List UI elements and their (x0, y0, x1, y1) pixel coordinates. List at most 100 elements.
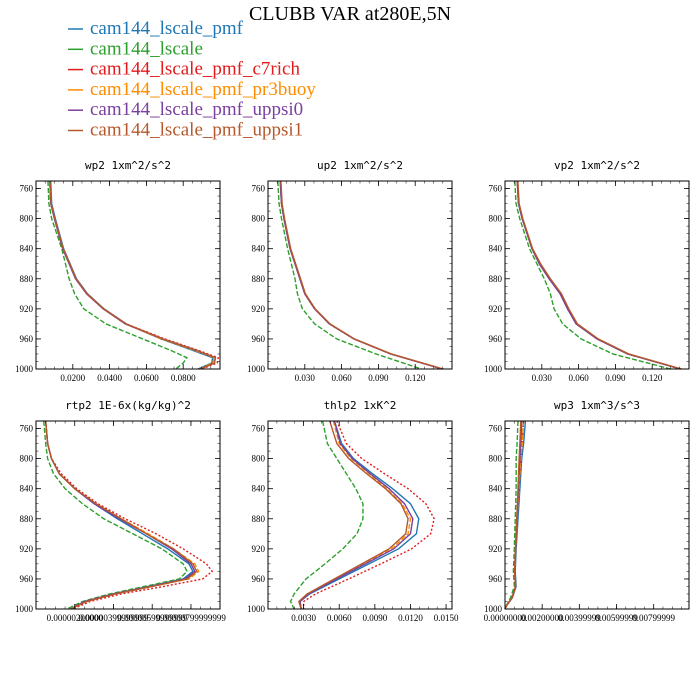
y-tick-label: 880 (489, 274, 503, 284)
panel-title: wp2 1xm^2/s^2 (85, 159, 171, 172)
legend-item: cam144_lscale_pmf_uppsi1 (68, 120, 303, 141)
x-tick-label: 0.00000000 (484, 613, 527, 623)
y-tick-label: 840 (489, 244, 503, 254)
panel-5: thlp2 1xK^2 760 800 840 880 920 960 1000 0.0030 0… (247, 399, 459, 623)
series-line (279, 180, 443, 370)
series-line (289, 420, 364, 610)
y-tick-label: 760 (252, 184, 266, 194)
legend-item: cam144_lscale (68, 38, 203, 59)
legend-label: cam144_lscale_pmf (90, 18, 244, 39)
x-tick-label: 0.030 (295, 373, 316, 383)
x-tick-label: 0.120 (405, 373, 426, 383)
x-tick-label: 0.00000399999999 (79, 613, 149, 623)
y-tick-label: 960 (20, 574, 34, 584)
x-tick-label: 0.0150 (434, 613, 459, 623)
x-tick-label: 0.090 (605, 373, 626, 383)
panel-2: up2 1xm^2/s^2 760 800 840 880 920 960 1000 0.030… (247, 159, 453, 383)
x-tick-label: 0.120 (642, 373, 663, 383)
legend-label: cam144_lscale_pmf_uppsi0 (90, 99, 303, 120)
y-tick-label: 960 (252, 334, 266, 344)
x-tick-label: 0.00599999 (595, 613, 638, 623)
panel-4: rtp2 1E-6x(kg/kg)^2 760 800 840 880 920 960 100… (15, 399, 226, 623)
y-tick-label: 1000 (247, 604, 266, 614)
panel-3: vp2 1xm^2/s^2 760 800 840 880 920 960 1000 0.030… (484, 159, 690, 383)
figure-title: CLUBB VAR at280E,5N (249, 3, 451, 25)
x-tick-label: 0.00000599999999 (117, 613, 187, 623)
series-line (43, 420, 188, 610)
series-line (299, 420, 414, 610)
y-tick-label: 920 (489, 304, 503, 314)
y-tick-label: 760 (20, 184, 34, 194)
y-tick-label: 800 (252, 454, 266, 464)
x-tick-label: 0.00200000 (521, 613, 564, 623)
y-tick-label: 840 (489, 484, 503, 494)
x-tick-label: 0.0090 (362, 613, 387, 623)
series-line (514, 180, 671, 370)
x-tick-label: 0.00799999 (632, 613, 675, 623)
series-line (279, 180, 443, 370)
y-tick-label: 960 (489, 334, 503, 344)
plot-frame (504, 420, 690, 610)
y-tick-label: 760 (20, 424, 34, 434)
legend: cam144_lscale_pmfcam144_lscalecam144_lsc… (68, 18, 316, 141)
x-tick-label: 0.0800 (171, 373, 196, 383)
x-tick-label: 0.0120 (398, 613, 423, 623)
y-tick-label: 960 (20, 334, 34, 344)
series-line (49, 180, 217, 370)
x-tick-label: 0.00000799999999 (156, 613, 226, 623)
y-tick-label: 1000 (15, 604, 34, 614)
y-tick-label: 960 (252, 574, 266, 584)
y-tick-label: 760 (489, 184, 503, 194)
x-tick-label: 0.0060 (327, 613, 352, 623)
y-tick-label: 880 (252, 514, 266, 524)
plot-frame (35, 180, 221, 370)
series-line (298, 420, 412, 610)
series-line (44, 420, 214, 610)
panel-title: thlp2 1xK^2 (324, 399, 397, 412)
plot-frame (267, 420, 453, 610)
y-tick-label: 880 (20, 274, 34, 284)
series-line (517, 180, 682, 370)
series-line (49, 180, 219, 370)
panel-6: wp3 1xm^3/s^3 760 800 840 880 920 960 10000.000… (484, 399, 690, 623)
panel-1: wp2 1xm^2/s^2 760 800 840 880 920 960 1000 0.020… (15, 159, 221, 383)
y-tick-label: 800 (20, 214, 34, 224)
legend-label: cam144_lscale_pmf_c7rich (90, 59, 300, 80)
series-line (279, 180, 443, 370)
y-tick-label: 1000 (247, 364, 266, 374)
y-tick-label: 920 (252, 544, 266, 554)
y-tick-label: 760 (489, 424, 503, 434)
y-tick-label: 1000 (484, 604, 503, 614)
legend-item: cam144_lscale_pmf_c7rich (68, 59, 300, 80)
series-line (298, 420, 409, 610)
legend-item: cam144_lscale_pmf (68, 18, 244, 39)
y-tick-label: 880 (252, 274, 266, 284)
legend-item: cam144_lscale_pmf_pr3buoy (68, 79, 316, 100)
legend-label: cam144_lscale (90, 38, 203, 59)
series-line (277, 180, 422, 370)
x-tick-label: 0.060 (331, 373, 352, 383)
series-line (504, 420, 519, 610)
plot-frame (504, 180, 690, 370)
x-tick-label: 0.030 (532, 373, 553, 383)
panel-title: up2 1xm^2/s^2 (317, 159, 403, 172)
y-tick-label: 840 (20, 484, 34, 494)
x-tick-label: 0.00000200000 (47, 613, 104, 623)
legend-item: cam144_lscale_pmf_uppsi0 (68, 99, 303, 120)
y-tick-label: 920 (20, 544, 34, 554)
series-line (279, 180, 443, 370)
x-tick-label: 0.0400 (97, 373, 122, 383)
y-tick-label: 800 (489, 214, 503, 224)
y-tick-label: 880 (20, 514, 34, 524)
series-line (47, 180, 188, 370)
legend-label: cam144_lscale_pmf_pr3buoy (90, 79, 316, 100)
x-tick-label: 0.0030 (291, 613, 316, 623)
x-tick-label: 0.00399999 (558, 613, 601, 623)
y-tick-label: 800 (489, 454, 503, 464)
y-tick-label: 840 (252, 244, 266, 254)
y-tick-label: 840 (252, 484, 266, 494)
y-tick-label: 1000 (15, 364, 34, 374)
x-tick-label: 0.0200 (60, 373, 85, 383)
y-tick-label: 920 (252, 304, 266, 314)
